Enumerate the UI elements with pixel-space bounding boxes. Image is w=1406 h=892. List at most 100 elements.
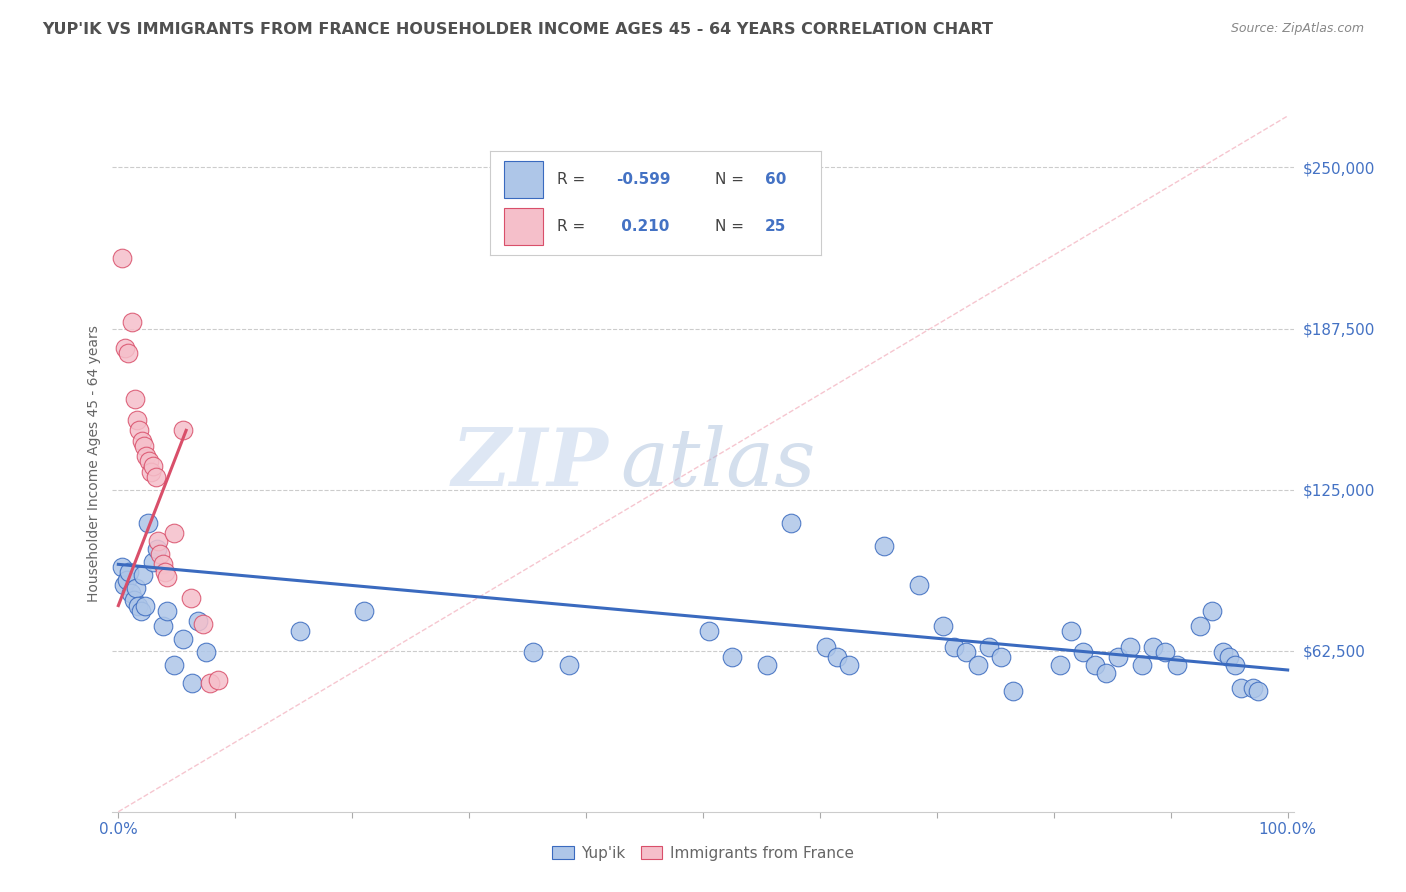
Point	[132, 567, 155, 582]
Text: N =: N =	[716, 172, 749, 187]
Point	[1107, 650, 1129, 665]
Point	[697, 624, 720, 639]
Point	[931, 619, 953, 633]
Point	[814, 640, 837, 654]
Point	[122, 593, 145, 607]
Point	[111, 251, 134, 265]
Point	[1084, 657, 1107, 672]
Point	[156, 570, 179, 584]
Point	[1001, 683, 1024, 698]
Point	[756, 657, 779, 672]
Point	[827, 650, 849, 665]
Text: N =: N =	[716, 219, 749, 234]
Point	[1230, 681, 1253, 695]
Point	[121, 315, 143, 329]
FancyBboxPatch shape	[503, 161, 543, 198]
Point	[990, 650, 1012, 665]
Text: YUP'IK VS IMMIGRANTS FROM FRANCE HOUSEHOLDER INCOME AGES 45 - 64 YEARS CORRELATI: YUP'IK VS IMMIGRANTS FROM FRANCE HOUSEHO…	[42, 22, 993, 37]
Point	[163, 526, 186, 541]
Point	[127, 599, 149, 613]
Point	[943, 640, 966, 654]
Point	[779, 516, 801, 530]
Point	[1071, 645, 1094, 659]
Point	[153, 565, 176, 579]
Point	[1212, 645, 1234, 659]
Point	[979, 640, 1001, 654]
Point	[181, 676, 204, 690]
Legend: Yup'ik, Immigrants from France: Yup'ik, Immigrants from France	[546, 839, 860, 867]
Point	[172, 632, 194, 646]
Text: -0.599: -0.599	[616, 172, 671, 187]
Point	[180, 591, 202, 605]
Point	[149, 547, 172, 561]
Point	[187, 614, 209, 628]
Point	[136, 516, 159, 530]
Point	[135, 449, 157, 463]
Point	[152, 558, 174, 572]
Point	[198, 676, 221, 690]
Text: R =: R =	[557, 219, 589, 234]
Point	[207, 673, 229, 688]
Point	[117, 346, 139, 360]
Point	[1188, 619, 1211, 633]
Point	[1130, 657, 1153, 672]
Point	[1142, 640, 1164, 654]
Text: 25: 25	[765, 219, 786, 234]
Point	[966, 657, 988, 672]
Text: 60: 60	[765, 172, 786, 187]
Point	[134, 599, 156, 613]
FancyBboxPatch shape	[503, 208, 543, 244]
Point	[838, 657, 860, 672]
Point	[156, 604, 179, 618]
Text: ZIP: ZIP	[451, 425, 609, 502]
Point	[522, 645, 544, 659]
Point	[1154, 645, 1177, 659]
Point	[1166, 657, 1188, 672]
Point	[873, 539, 896, 553]
Point	[1060, 624, 1083, 639]
Point	[115, 573, 138, 587]
Point	[1049, 657, 1071, 672]
Point	[195, 645, 218, 659]
Point	[132, 439, 155, 453]
Point	[1119, 640, 1142, 654]
Point	[1247, 683, 1270, 698]
Point	[288, 624, 311, 639]
Point	[152, 619, 174, 633]
Point	[163, 657, 186, 672]
Point	[1095, 665, 1118, 680]
Point	[146, 541, 169, 556]
Point	[138, 454, 160, 468]
Text: atlas: atlas	[620, 425, 815, 502]
Point	[191, 616, 214, 631]
Point	[557, 657, 579, 672]
Point	[120, 585, 142, 599]
Point	[125, 581, 148, 595]
Text: 0.210: 0.210	[616, 219, 669, 234]
Point	[118, 565, 141, 579]
Point	[112, 578, 135, 592]
Point	[129, 604, 152, 618]
Point	[1241, 681, 1264, 695]
Point	[353, 604, 375, 618]
Point	[124, 392, 146, 407]
Text: R =: R =	[557, 172, 589, 187]
Point	[1218, 650, 1240, 665]
Text: Source: ZipAtlas.com: Source: ZipAtlas.com	[1230, 22, 1364, 36]
Point	[114, 341, 136, 355]
Point	[139, 465, 162, 479]
Point	[125, 413, 148, 427]
Point	[131, 434, 153, 448]
Point	[908, 578, 931, 592]
Point	[128, 423, 150, 437]
Point	[142, 459, 165, 474]
Point	[721, 650, 744, 665]
Point	[1223, 657, 1246, 672]
Point	[142, 555, 165, 569]
Point	[111, 560, 134, 574]
Point	[172, 423, 194, 437]
Point	[146, 534, 169, 549]
Y-axis label: Householder Income Ages 45 - 64 years: Householder Income Ages 45 - 64 years	[87, 326, 101, 602]
Point	[145, 469, 167, 483]
Point	[955, 645, 977, 659]
